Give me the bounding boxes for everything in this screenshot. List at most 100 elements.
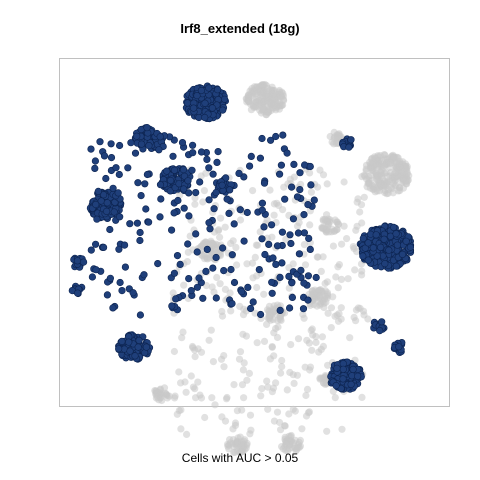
data-point xyxy=(358,267,366,275)
data-point xyxy=(224,440,232,448)
data-point xyxy=(202,169,210,177)
data-point xyxy=(319,342,327,350)
data-point xyxy=(203,245,211,253)
data-point xyxy=(395,343,403,351)
data-point xyxy=(366,164,375,172)
data-point xyxy=(93,215,101,223)
data-point xyxy=(366,158,374,166)
data-point xyxy=(109,184,117,192)
data-point xyxy=(236,348,245,356)
data-point xyxy=(270,352,278,360)
data-point xyxy=(228,300,236,308)
data-point xyxy=(209,358,217,366)
data-point xyxy=(243,260,251,268)
data-point xyxy=(310,295,319,303)
data-point xyxy=(380,235,388,243)
data-point xyxy=(258,134,266,143)
data-point xyxy=(286,304,294,312)
data-point xyxy=(305,408,313,416)
data-point xyxy=(392,230,400,238)
data-point xyxy=(302,391,310,400)
data-point xyxy=(94,187,102,195)
data-point xyxy=(277,92,285,100)
data-point xyxy=(253,339,261,347)
data-point xyxy=(213,273,221,282)
data-point xyxy=(232,243,240,251)
data-point xyxy=(133,219,141,227)
data-point xyxy=(276,273,284,282)
data-point xyxy=(273,242,282,250)
data-point xyxy=(285,284,293,292)
data-point xyxy=(337,304,345,312)
data-point xyxy=(170,269,178,277)
data-point xyxy=(403,162,411,170)
data-point xyxy=(333,218,341,226)
data-point xyxy=(189,383,197,391)
data-point xyxy=(255,96,263,104)
data-point xyxy=(157,195,165,203)
data-point xyxy=(369,244,377,252)
data-point xyxy=(323,427,331,435)
data-point xyxy=(102,207,111,215)
data-point xyxy=(261,250,269,259)
data-point xyxy=(307,181,315,189)
data-point xyxy=(124,164,132,172)
data-point xyxy=(286,231,294,239)
data-point xyxy=(345,143,353,151)
data-point xyxy=(393,241,402,249)
data-point xyxy=(253,85,262,93)
data-point xyxy=(398,250,407,258)
data-point xyxy=(92,266,100,274)
data-point xyxy=(300,241,308,249)
data-point xyxy=(193,248,201,256)
data-point xyxy=(145,142,153,150)
data-point xyxy=(352,317,360,325)
data-point xyxy=(268,289,276,297)
data-point xyxy=(252,241,260,249)
data-point xyxy=(195,274,203,282)
data-point xyxy=(381,260,389,268)
data-point xyxy=(349,243,357,251)
data-point xyxy=(136,311,144,319)
data-point xyxy=(376,327,384,335)
data-point xyxy=(205,336,213,344)
data-point xyxy=(316,292,324,300)
data-point xyxy=(238,381,247,389)
data-point xyxy=(199,294,207,302)
data-point xyxy=(340,222,348,230)
data-point xyxy=(131,352,139,360)
data-point xyxy=(193,91,201,100)
data-point xyxy=(154,393,162,401)
data-point xyxy=(371,154,379,162)
data-point xyxy=(331,394,339,402)
data-point xyxy=(103,291,111,299)
data-point xyxy=(301,363,309,371)
data-point xyxy=(220,352,228,360)
data-point xyxy=(206,225,214,233)
data-point xyxy=(295,219,303,227)
data-point xyxy=(332,273,340,281)
data-point xyxy=(249,298,257,306)
data-point xyxy=(173,252,182,260)
data-point xyxy=(213,158,221,166)
data-point xyxy=(227,307,235,315)
data-point xyxy=(299,305,308,313)
data-point xyxy=(305,234,313,242)
data-point xyxy=(243,208,251,217)
data-point xyxy=(115,245,123,253)
data-point xyxy=(263,377,271,385)
data-point xyxy=(373,187,381,195)
data-point xyxy=(184,240,192,248)
data-point xyxy=(381,182,390,190)
data-point xyxy=(223,393,231,402)
data-point xyxy=(288,293,297,302)
chart-title: Irf8_extended (18g) xyxy=(180,21,300,36)
data-point xyxy=(185,189,193,197)
data-point xyxy=(207,326,215,334)
data-point xyxy=(292,447,300,455)
data-point xyxy=(278,363,286,371)
data-point xyxy=(220,363,228,371)
data-point xyxy=(373,252,381,260)
data-point xyxy=(99,243,108,251)
